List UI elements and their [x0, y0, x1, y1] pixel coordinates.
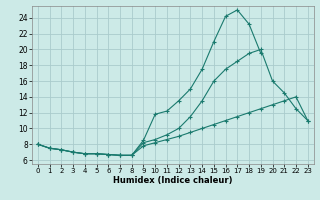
X-axis label: Humidex (Indice chaleur): Humidex (Indice chaleur) [113, 176, 233, 185]
